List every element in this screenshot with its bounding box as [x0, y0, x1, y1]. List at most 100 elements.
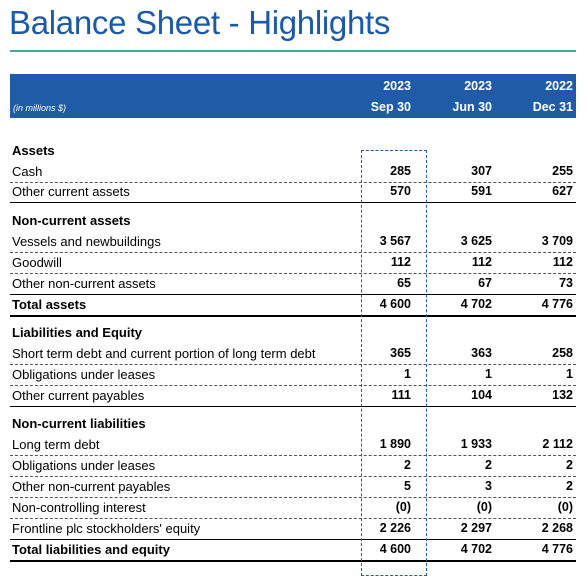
row-value: 112: [471, 255, 492, 269]
table-bottom-rule: [10, 560, 576, 562]
row-divider: [10, 252, 576, 253]
row-divider: [10, 518, 576, 519]
table-row: Obligations under leases 2 2 2: [10, 456, 576, 476]
row-value: 591: [471, 184, 492, 198]
row-label: Other current payables: [12, 388, 145, 403]
row-value: 2: [566, 458, 573, 472]
row-value: 307: [471, 164, 492, 178]
table-row: Long term debt 1 890 1 933 2 112: [10, 435, 576, 455]
table-row: Cash 285 307 255: [10, 162, 576, 182]
row-label: Cash: [12, 164, 43, 179]
total-divider: [10, 539, 576, 540]
row-label: Vessels and newbuildings: [12, 234, 161, 249]
row-label: Goodwill: [12, 255, 62, 270]
row-label: Total liabilities and equity: [12, 542, 170, 557]
row-value: 2: [485, 458, 492, 472]
row-value: 65: [397, 276, 411, 290]
row-value: 258: [552, 346, 573, 360]
row-value: 363: [471, 346, 492, 360]
row-divider: [10, 182, 576, 183]
row-value: 112: [552, 255, 573, 269]
row-value: 1 890: [379, 437, 411, 451]
row-value: 132: [552, 388, 573, 402]
table-row: Short term debt and current portion of l…: [10, 344, 576, 364]
column-year: 2023: [383, 79, 411, 93]
row-label: Short term debt and current portion of l…: [12, 346, 316, 361]
row-divider: [10, 497, 576, 498]
row-value: 2: [404, 458, 411, 472]
table-header: (in millions $) 2023 Sep 30 2023 Jun 30 …: [10, 74, 576, 118]
section-heading: Assets: [10, 141, 576, 161]
section-heading-label: Non-current liabilities: [12, 416, 146, 431]
row-value: 255: [552, 164, 573, 178]
section-divider: [10, 202, 576, 203]
row-value: 2 112: [542, 437, 573, 451]
row-value: (0): [557, 500, 573, 514]
row-label: Other current assets: [12, 184, 130, 199]
row-value: (0): [476, 500, 492, 514]
total-row: Total liabilities and equity 4 600 4 702…: [10, 540, 576, 560]
section-divider: [10, 406, 576, 407]
row-value: 2: [566, 479, 573, 493]
row-value: 365: [390, 346, 411, 360]
current-period-highlight-box: [361, 150, 427, 576]
table-row: Other current assets 570 591 627: [10, 182, 576, 202]
column-year: 2023: [464, 79, 492, 93]
table-row: Other non-current assets 65 67 73: [10, 274, 576, 294]
table-row: Non-controlling interest (0) (0) (0): [10, 498, 576, 518]
row-value: 570: [390, 184, 411, 198]
row-label: Total assets: [12, 297, 87, 312]
table-row: Frontline plc stockholders' equity 2 226…: [10, 519, 576, 539]
row-label: Frontline plc stockholders' equity: [12, 521, 201, 536]
row-value: 67: [478, 276, 492, 290]
row-value: 1: [566, 367, 573, 381]
row-divider: [10, 273, 576, 274]
row-value: 3 567: [379, 234, 411, 248]
row-value: 4 702: [460, 297, 492, 311]
row-divider: [10, 455, 576, 456]
total-row: Total assets 4 600 4 702 4 776: [10, 295, 576, 315]
table-row: Other current payables 111 104 132: [10, 386, 576, 406]
row-value: 104: [471, 388, 492, 402]
row-value: 627: [552, 184, 573, 198]
section-heading: Non-current liabilities: [10, 414, 576, 434]
row-value: 2 226: [379, 521, 411, 535]
row-label: Non-controlling interest: [12, 500, 146, 515]
section-heading: Liabilities and Equity: [10, 323, 576, 343]
table-row: Obligations under leases 1 1 1: [10, 365, 576, 385]
row-label: Obligations under leases: [12, 458, 156, 473]
section-heading-label: Liabilities and Equity: [12, 325, 143, 340]
row-label: Other non-current assets: [12, 276, 156, 291]
page-title: Balance Sheet - Highlights: [9, 4, 391, 41]
row-value: 3 709: [541, 234, 573, 248]
table-row: Other non-current payables 5 3 2: [10, 477, 576, 497]
section-heading: Non-current assets: [10, 211, 576, 231]
column-period: Dec 31: [532, 100, 573, 114]
row-divider: [10, 476, 576, 477]
row-value: 2 297: [460, 521, 492, 535]
row-label: Long term debt: [12, 437, 100, 452]
column-period: Sep 30: [370, 100, 411, 114]
row-label: Obligations under leases: [12, 367, 156, 382]
table-row: Goodwill 112 112 112: [10, 253, 576, 273]
row-value: 1: [485, 367, 492, 381]
row-value: 4 600: [379, 297, 411, 311]
section-heading-label: Non-current assets: [12, 213, 131, 228]
column-period: Jun 30: [452, 100, 492, 114]
row-value: 4 600: [379, 542, 411, 556]
row-value: 2 268: [541, 521, 573, 535]
row-value: 4 776: [541, 542, 573, 556]
units-label: (in millions $): [13, 103, 67, 113]
row-value: 3 625: [460, 234, 492, 248]
row-value: 1 933: [460, 437, 492, 451]
section-divider: [10, 315, 576, 317]
row-value: 1: [404, 367, 411, 381]
table-row: Vessels and newbuildings 3 567 3 625 3 7…: [10, 232, 576, 252]
row-label: Other non-current payables: [12, 479, 171, 494]
total-divider: [10, 294, 576, 295]
title-underline: [10, 50, 576, 52]
row-value: (0): [395, 500, 411, 514]
row-value: 4 702: [460, 542, 492, 556]
row-value: 285: [390, 164, 411, 178]
row-divider: [10, 364, 576, 365]
